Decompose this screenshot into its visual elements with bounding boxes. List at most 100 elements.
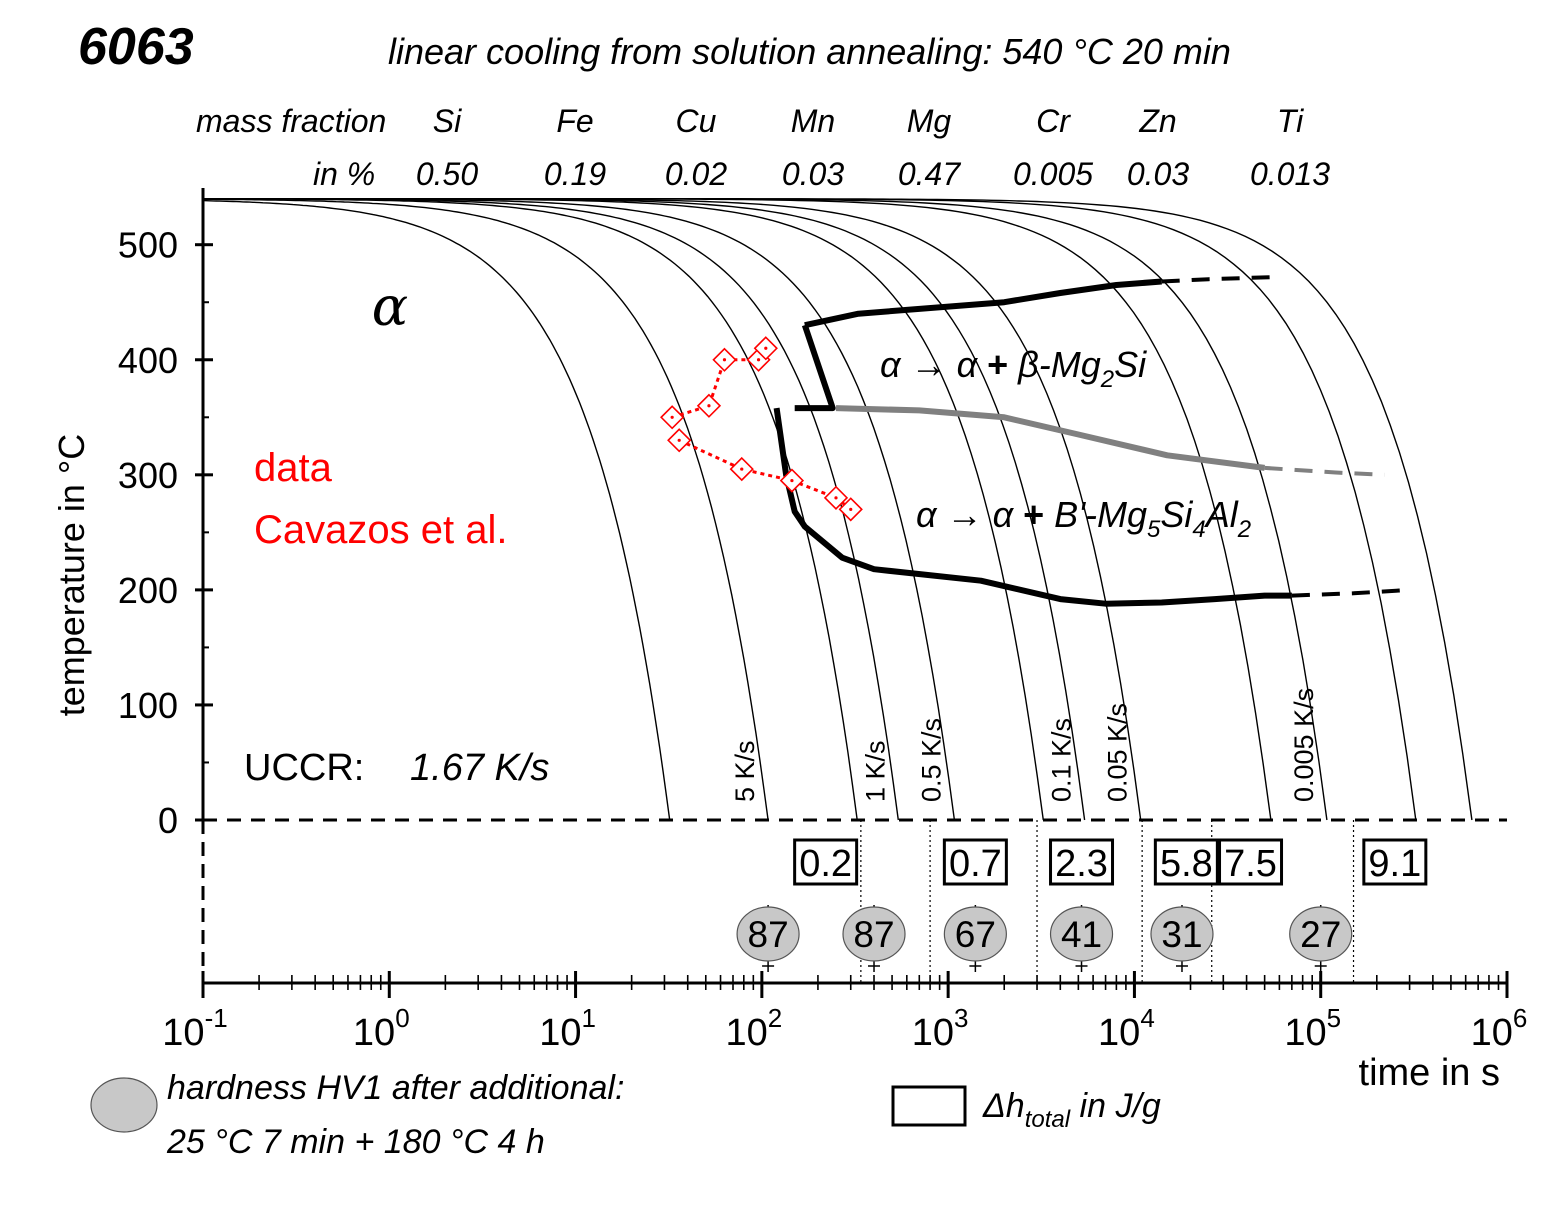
element-mass-fraction: 0.47 (898, 156, 961, 192)
enthalpy-value: 2.3 (1055, 843, 1108, 885)
uccr-value: 1.67 K/s (410, 747, 549, 789)
element-symbol: Cr (1036, 103, 1071, 139)
data-source-label-2: Cavazos et al. (254, 508, 507, 552)
cooling-rate-label: 5 K/s (730, 740, 760, 802)
hardness-ellipse (842, 906, 906, 962)
data-point-center (670, 415, 674, 419)
y-tick-label: 0 (158, 800, 178, 841)
enthalpy-box (1153, 838, 1219, 886)
enthalpy-value: 0.2 (799, 843, 852, 885)
data-source-label-1: data (254, 446, 333, 490)
data-point-center (756, 358, 761, 362)
x-tick-label: 103 (912, 1003, 969, 1054)
x-tick-label: 100 (353, 1003, 410, 1054)
enthalpy-legend-label: Δhtotal in J/g (982, 1087, 1161, 1133)
hardness-ellipse (1049, 906, 1114, 962)
reaction-bprime-label: α → α + B'-Mg5Si4Al2 (916, 494, 1251, 543)
y-tick-label: 100 (118, 685, 178, 726)
hardness-legend-line-1: hardness HV1 after additional: (167, 1069, 624, 1107)
element-symbol: Zn (1138, 103, 1176, 139)
y-tick-label: 500 (118, 225, 178, 266)
element-mass-fraction: 0.013 (1250, 156, 1330, 192)
data-point-center (834, 496, 838, 500)
cooling-curve-1 (202, 199, 671, 821)
data-point-center (707, 404, 711, 408)
element-symbol: Mg (907, 103, 952, 139)
element-mass-fraction: 0.005 (1013, 156, 1093, 192)
transformation-line-2 (835, 405, 1265, 471)
hardness-ellipse (1150, 906, 1214, 962)
y-tick-label: 200 (118, 570, 178, 611)
transformation-line-3 (773, 407, 1292, 607)
hardness-value: 31 (1161, 914, 1202, 955)
x-axis-title: time in s (1359, 1052, 1500, 1094)
cooling-rate-label: 0.005 K/s (1289, 688, 1319, 802)
transformation-line-extrapolated-1 (1161, 274, 1280, 284)
cooling-rate-label: 1 K/s (860, 740, 890, 802)
cooling-curve-2 (203, 198, 769, 821)
hardness-ellipse (943, 906, 1007, 962)
data-point-center (677, 438, 681, 442)
data-point-center (764, 346, 768, 350)
enthalpy-box (793, 838, 859, 886)
hardness-value: 87 (748, 914, 789, 955)
transformation-line-1 (804, 278, 1162, 329)
composition-label-1: mass fraction (196, 103, 386, 139)
element-symbol: Ti (1277, 103, 1304, 139)
x-tick-label: 101 (539, 1003, 596, 1054)
reaction-beta-label: α → α + β-Mg2Si (880, 344, 1147, 393)
y-tick-label: 400 (118, 340, 178, 381)
data-point-center (722, 358, 727, 362)
element-mass-fraction: 0.19 (544, 156, 606, 192)
data-point-center (740, 467, 744, 471)
hardness-value: 41 (1061, 914, 1102, 955)
chart-title: linear cooling from solution annealing: … (388, 31, 1231, 72)
x-tick-label: 102 (725, 1003, 782, 1054)
x-tick-label: 105 (1284, 1003, 1341, 1054)
element-symbol: Si (433, 103, 462, 139)
hardness-legend-symbol (90, 1077, 158, 1133)
element-symbol: Fe (556, 103, 593, 139)
cooling-rate-label: 0.1 K/s (1047, 718, 1077, 802)
enthalpy-legend-symbol (891, 1085, 967, 1127)
data-point-center (790, 478, 794, 483)
element-mass-fraction: 0.02 (665, 156, 727, 192)
hardness-value: 27 (1300, 914, 1341, 955)
y-tick-label: 300 (118, 455, 178, 496)
cooling-curve-12 (203, 198, 1473, 821)
enthalpy-value: 0.7 (949, 843, 1002, 885)
enthalpy-box (1362, 838, 1428, 886)
transformation-line-extrapolated-2 (1264, 465, 1385, 477)
composition-label-2: in % (313, 156, 375, 192)
data-point-center (849, 507, 853, 511)
transformation-line-4 (794, 324, 836, 412)
data-series-upper (671, 347, 768, 419)
element-symbol: Mn (791, 103, 835, 139)
hardness-ellipse (736, 906, 800, 962)
y-axis-title: temperature in °C (51, 434, 92, 717)
enthalpy-value: 5.8 (1160, 843, 1213, 885)
element-mass-fraction: 0.50 (416, 156, 478, 192)
uccr-label: UCCR: (244, 747, 364, 789)
x-tick-label: 106 (1471, 1003, 1528, 1054)
enthalpy-box (1218, 838, 1284, 886)
hardness-value: 67 (955, 914, 996, 955)
alloy-title: 6063 (78, 18, 194, 76)
enthalpy-box (1049, 838, 1115, 886)
x-tick-label: 10-1 (162, 1003, 227, 1054)
x-tick-label: 104 (1098, 1003, 1155, 1054)
element-mass-fraction: 0.03 (1127, 156, 1189, 192)
region-alpha-label: α (372, 275, 408, 338)
cooling-rate-label: 0.05 K/s (1103, 703, 1133, 802)
hardness-value: 87 (853, 914, 894, 955)
hardness-legend-line-2: 25 °C 7 min + 180 °C 4 h (166, 1123, 545, 1161)
transformation-line-extrapolated-3 (1291, 587, 1410, 598)
element-mass-fraction: 0.03 (782, 156, 844, 192)
element-symbol: Cu (676, 103, 717, 139)
cooling-rate-label: 0.5 K/s (916, 718, 946, 802)
hardness-ellipse (1289, 906, 1353, 962)
enthalpy-value: 7.5 (1224, 843, 1277, 885)
enthalpy-box (942, 838, 1008, 886)
enthalpy-value: 9.1 (1368, 843, 1421, 885)
